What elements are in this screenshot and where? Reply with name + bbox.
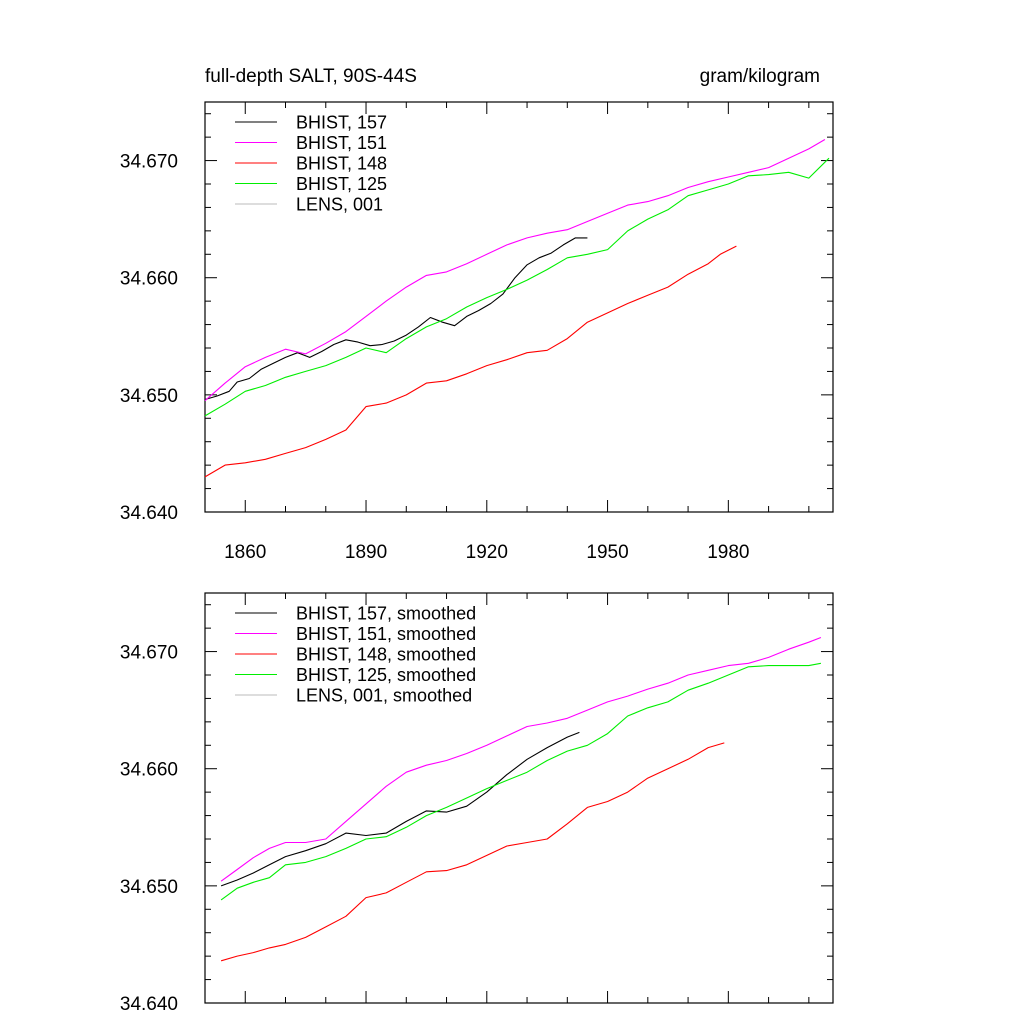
legend-label: LENS, 001 xyxy=(296,195,383,215)
series-line xyxy=(220,742,725,962)
legend-label: BHIST, 125 xyxy=(296,174,387,194)
y-tick-label: 34.650 xyxy=(120,877,178,898)
series-line xyxy=(204,157,830,417)
series-line xyxy=(204,237,588,401)
legend-label: BHIST, 148, smoothed xyxy=(296,645,476,665)
plot-frame xyxy=(204,101,834,513)
series-line xyxy=(220,662,822,901)
series-line xyxy=(220,636,822,882)
plot-frame xyxy=(204,592,834,1004)
chart-title: full-depth SALT, 90S-44S xyxy=(205,66,417,87)
y-tick-label: 34.650 xyxy=(120,386,178,407)
y-tick-label: 34.660 xyxy=(120,269,178,290)
chart-units: gram/kilogram xyxy=(700,66,820,87)
series-line xyxy=(220,731,580,887)
legend-label: BHIST, 125, smoothed xyxy=(296,665,476,685)
x-tick-label: 1950 xyxy=(586,542,628,563)
y-tick-label: 34.670 xyxy=(120,643,178,664)
y-tick-label: 34.670 xyxy=(120,152,178,173)
x-tick-label: 1920 xyxy=(466,542,508,563)
y-tick-label: 34.640 xyxy=(120,994,178,1015)
x-tick-label: 1860 xyxy=(224,542,266,563)
x-tick-label: 1980 xyxy=(707,542,749,563)
legend-label: BHIST, 148 xyxy=(296,154,387,174)
legend-label: LENS, 001, smoothed xyxy=(296,686,472,706)
series-line xyxy=(204,245,737,478)
legend-label: BHIST, 151 xyxy=(296,133,387,153)
legend-label: BHIST, 157 xyxy=(296,113,387,133)
legend-label: BHIST, 151, smoothed xyxy=(296,624,476,644)
y-tick-label: 34.660 xyxy=(120,760,178,781)
series-line xyxy=(204,139,826,402)
legend-label: BHIST, 157, smoothed xyxy=(296,604,476,624)
top-panel: full-depth SALT, 90S-44S gram/kilogram 1… xyxy=(120,66,834,563)
x-tick-label: 1890 xyxy=(345,542,387,563)
y-tick-label: 34.640 xyxy=(120,503,178,524)
bottom-panel: 34.640 34.650 34.660 34.670 BHIST, 157, smoo… xyxy=(120,592,834,1015)
